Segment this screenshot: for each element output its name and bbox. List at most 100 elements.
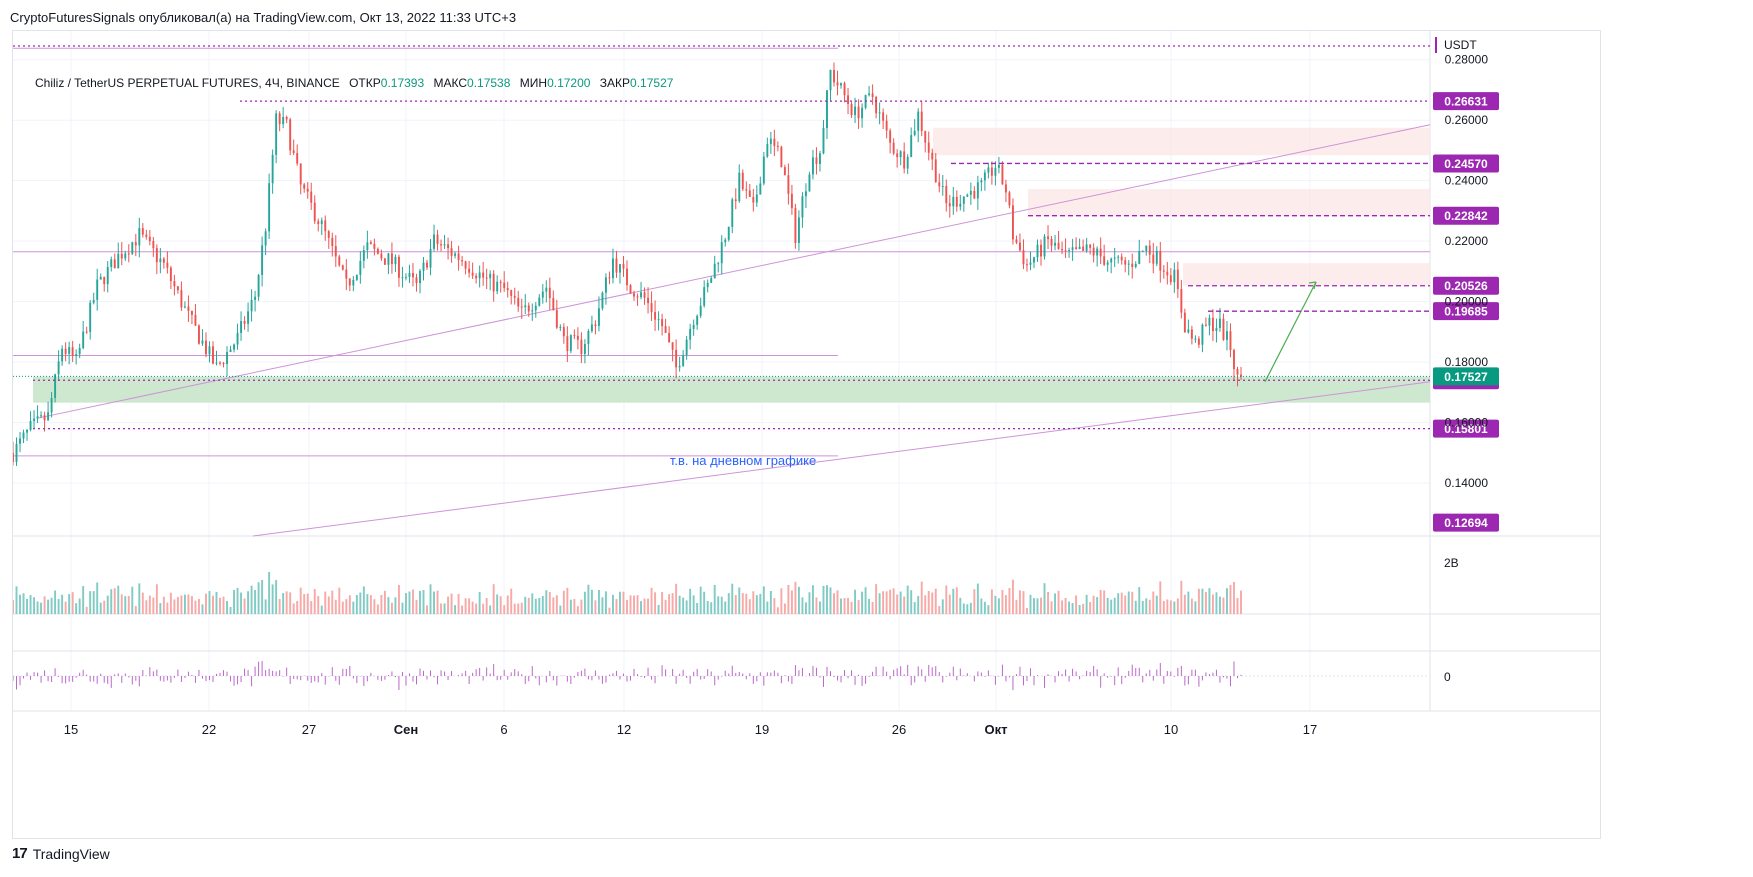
candle — [103, 276, 106, 292]
candle-body — [906, 156, 909, 169]
volume-bar — [661, 591, 664, 614]
candle — [1152, 242, 1155, 274]
candle-body — [485, 277, 488, 279]
candle — [306, 182, 309, 199]
volume-bar — [1176, 598, 1179, 614]
chart-canvas[interactable]: 0.266310.245700.228420.205260.196850.174… — [12, 31, 1600, 838]
volume-bar — [633, 595, 635, 614]
candle-body — [850, 103, 853, 116]
candle — [671, 342, 674, 362]
candle-body — [201, 340, 204, 344]
candle — [559, 324, 562, 332]
volume-bar — [482, 603, 485, 614]
candle-body — [141, 228, 144, 235]
volume-bar — [910, 590, 913, 614]
volume-bar — [468, 598, 471, 614]
volume-bar — [541, 596, 544, 614]
candle — [180, 281, 183, 311]
candle — [724, 237, 727, 247]
candle-body — [955, 196, 958, 207]
chart-area[interactable]: 0.266310.245700.228420.205260.196850.174… — [12, 30, 1601, 839]
volume-bar — [854, 589, 857, 614]
candle — [75, 349, 78, 365]
volume-bar — [1124, 595, 1127, 614]
candle — [1180, 279, 1183, 319]
candle-body — [148, 236, 151, 242]
candle — [510, 289, 513, 305]
candle — [240, 311, 243, 341]
candle-body — [892, 142, 895, 154]
volume-bar — [678, 595, 681, 614]
volume-bar — [597, 590, 600, 614]
supply-zone — [1028, 189, 1430, 217]
volume-bar — [254, 590, 257, 614]
volume-bar — [113, 588, 116, 614]
volume-bar — [833, 593, 835, 614]
volume-bar — [106, 595, 109, 614]
candle-body — [969, 190, 972, 195]
candle — [390, 242, 393, 274]
candle-body — [289, 119, 292, 151]
volume-bar — [871, 601, 874, 614]
candle — [1015, 235, 1018, 245]
volume-bar — [619, 591, 621, 614]
volume-bar — [1018, 590, 1021, 614]
candle — [236, 323, 239, 350]
candle-body — [1120, 256, 1123, 261]
volume-bar — [471, 601, 474, 614]
volume-bar — [1162, 600, 1165, 614]
volume-bar — [1011, 579, 1014, 614]
volume-bar — [1187, 591, 1190, 614]
volume-bar — [197, 599, 200, 614]
brand-name[interactable]: TradingView — [32, 845, 110, 862]
candle — [264, 228, 267, 256]
candle — [15, 437, 18, 466]
candle — [626, 260, 628, 291]
volume-bar — [913, 602, 916, 614]
volume-bar — [383, 590, 386, 614]
price-level-tag — [1433, 302, 1499, 321]
candle — [299, 163, 302, 195]
candle — [268, 173, 271, 240]
volume-bar — [654, 592, 657, 614]
candle-body — [194, 314, 197, 326]
candle — [801, 192, 804, 228]
volume-bar — [47, 599, 50, 614]
candle — [896, 149, 899, 168]
volume-bar — [745, 593, 748, 614]
candle — [1085, 237, 1088, 253]
candle — [1057, 230, 1060, 250]
volume-bar — [875, 584, 878, 614]
candle-body — [1015, 239, 1018, 243]
candle — [110, 256, 113, 272]
candle-body — [980, 180, 983, 183]
candle — [1222, 313, 1225, 341]
candle — [1226, 321, 1228, 351]
candle-body — [264, 231, 267, 246]
volume-bar — [710, 602, 713, 614]
candle — [152, 237, 155, 257]
candle-body — [471, 272, 474, 276]
time-tick-label: 12 — [617, 722, 631, 737]
volume-bar — [401, 602, 404, 614]
candle-body — [604, 277, 607, 293]
candle-body — [836, 82, 839, 86]
candle — [847, 87, 850, 115]
candle-body — [106, 267, 109, 285]
volume-bar — [236, 587, 239, 614]
volume-bar — [33, 597, 36, 614]
candle-body — [1145, 245, 1148, 251]
volume-bar — [580, 599, 583, 614]
candle-body — [190, 310, 193, 315]
candle — [282, 107, 285, 129]
candle — [106, 261, 109, 293]
volume-bar — [1029, 594, 1032, 614]
candle — [822, 120, 825, 155]
candle-body — [362, 250, 365, 261]
trend-line — [252, 381, 1431, 537]
candle — [780, 145, 783, 168]
volume-bar — [110, 589, 113, 614]
volume-bar — [1078, 604, 1081, 614]
candle-body — [1173, 269, 1176, 283]
volume-bar — [1099, 589, 1102, 614]
